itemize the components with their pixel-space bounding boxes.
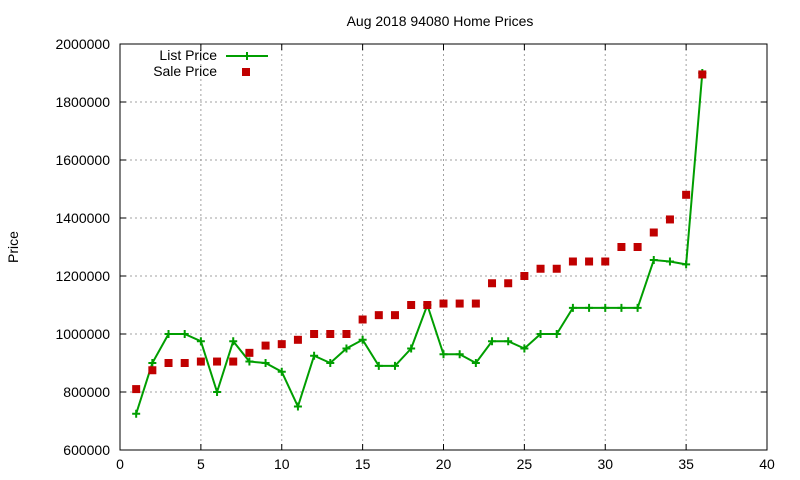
list-price-point <box>536 330 545 338</box>
x-tick-label: 10 <box>274 456 290 472</box>
x-tick-label: 5 <box>197 456 205 472</box>
sale-price-point <box>213 357 222 366</box>
list-price-point <box>164 330 173 338</box>
legend-label-list-price: List Price <box>159 47 217 63</box>
sale-price-point <box>277 340 286 349</box>
sale-price-point <box>665 215 674 224</box>
sale-price-point <box>698 70 707 79</box>
sale-price-point <box>261 341 270 350</box>
x-tick-label: 30 <box>597 456 613 472</box>
list-price-point <box>196 337 205 346</box>
sale-price-point <box>293 335 302 344</box>
sale-price-point <box>164 359 173 367</box>
list-price-point <box>439 350 448 359</box>
sale-price-point <box>585 257 594 266</box>
y-tick-label: 2000000 <box>55 36 110 52</box>
y-tick-label: 1800000 <box>55 94 110 110</box>
y-tick-label: 1000000 <box>55 326 110 342</box>
sale-price-point <box>439 299 448 308</box>
sale-price-point <box>342 330 351 338</box>
list-price-point <box>552 330 561 338</box>
list-price-point <box>148 359 157 367</box>
sale-price-point <box>488 279 497 288</box>
sale-price-point <box>455 299 464 308</box>
sale-price-point <box>649 228 658 237</box>
y-tick-label: 1400000 <box>55 210 110 226</box>
sale-price-point <box>148 366 157 375</box>
y-tick-label: 800000 <box>63 384 110 400</box>
sale-price-point <box>423 301 432 309</box>
plot-area <box>132 69 707 418</box>
sale-price-point <box>407 301 416 309</box>
list-price-point <box>342 344 351 353</box>
x-tick-label: 40 <box>759 456 775 472</box>
sale-price-point <box>390 311 399 320</box>
list-price-point <box>649 256 658 265</box>
sale-price-point <box>374 311 383 320</box>
list-price-point <box>585 303 594 312</box>
list-price-point <box>504 337 513 346</box>
list-price-point <box>293 402 302 411</box>
y-tick-label: 600000 <box>63 442 110 458</box>
axes: 0 5 10 15 20 25 30 35 40 600000 800000 1000000 12000… <box>55 36 775 472</box>
sale-price-point <box>326 330 335 338</box>
x-tick-label: 15 <box>355 456 371 472</box>
list-price-point <box>261 359 270 367</box>
chart-title: Aug 2018 94080 Home Prices <box>347 13 534 29</box>
list-price-point <box>180 330 189 338</box>
list-price-point <box>310 351 319 360</box>
sale-price-point <box>196 357 205 366</box>
list-price-point <box>326 359 335 367</box>
sale-price-point <box>552 264 561 273</box>
series-line-list-price <box>135 72 704 415</box>
x-tick-label: 35 <box>678 456 694 472</box>
sale-price-point <box>229 357 238 366</box>
list-price-point <box>245 357 254 366</box>
list-price-point <box>213 388 222 396</box>
sale-price-point <box>633 243 642 251</box>
sale-price-point <box>471 299 480 308</box>
list-price-point <box>455 350 464 359</box>
sale-price-point <box>568 257 577 266</box>
sale-price-point <box>520 272 529 280</box>
list-price-point <box>358 335 367 344</box>
y-tick-label: 1600000 <box>55 152 110 168</box>
list-price-point <box>633 303 642 312</box>
sale-price-point <box>180 359 189 367</box>
x-tick-label: 25 <box>517 456 533 472</box>
list-price-point <box>488 337 497 346</box>
list-price-point <box>277 367 286 376</box>
legend-label-sale-price: Sale Price <box>153 63 217 79</box>
sale-price-point <box>132 385 141 394</box>
list-price-point <box>601 303 610 312</box>
list-price-point <box>682 260 691 269</box>
list-price-point <box>617 303 626 312</box>
legend-marker-list-price <box>243 52 251 60</box>
list-price-point <box>229 337 238 346</box>
sale-price-point <box>504 279 513 288</box>
list-price-point <box>471 359 480 367</box>
sale-price-point <box>536 264 545 273</box>
sale-price-point <box>617 243 626 251</box>
y-tick-label: 1200000 <box>55 268 110 284</box>
legend-marker-sale-price <box>242 68 250 76</box>
x-tick-label: 20 <box>436 456 452 472</box>
y-axis-label: Price <box>5 231 21 263</box>
list-price-point <box>568 303 577 312</box>
list-price-point <box>390 361 399 370</box>
list-price-point <box>407 344 416 353</box>
list-price-point <box>520 344 529 353</box>
sale-price-point <box>682 190 691 199</box>
list-price-point <box>665 257 674 266</box>
sale-price-point <box>245 348 254 357</box>
list-price-point <box>132 409 141 418</box>
sale-price-point <box>601 257 610 266</box>
x-tick-label: 0 <box>116 456 124 472</box>
list-price-point <box>374 361 383 370</box>
sale-price-point <box>310 330 319 338</box>
sale-price-point <box>358 315 367 324</box>
